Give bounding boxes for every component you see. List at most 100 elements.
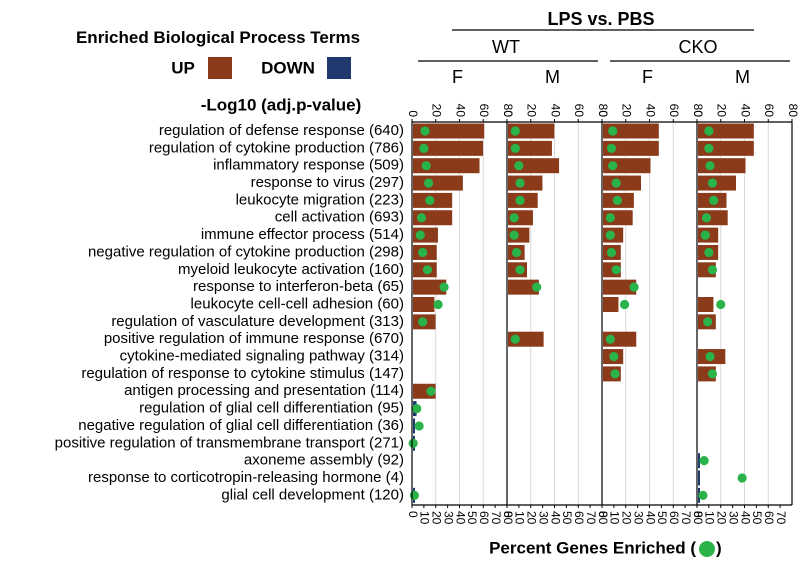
percent-dot bbox=[709, 195, 719, 205]
percent-dot bbox=[415, 230, 425, 240]
bottom-tick-label: 50 bbox=[655, 511, 669, 525]
sex-label: F bbox=[642, 67, 653, 87]
bottom-tick-label: 80 bbox=[501, 511, 515, 525]
bar-down bbox=[413, 418, 415, 434]
percent-dot bbox=[514, 161, 524, 171]
bottom-tick-label: 20 bbox=[620, 511, 634, 525]
bottom-tick-label: 10 bbox=[703, 511, 717, 525]
top-tick-label: 80 bbox=[691, 104, 705, 118]
group-label-wt: WT bbox=[492, 37, 520, 57]
percent-dot bbox=[608, 126, 618, 136]
bar-up bbox=[413, 297, 435, 312]
percent-dot bbox=[611, 178, 621, 188]
bottom-tick-label: 60 bbox=[477, 511, 491, 525]
top-tick-label: 20 bbox=[620, 104, 634, 118]
top-tick-label: 0 bbox=[596, 110, 610, 117]
top-tick-label: 40 bbox=[643, 104, 657, 118]
percent-dot bbox=[515, 265, 525, 275]
percent-dot bbox=[510, 126, 520, 136]
bottom-tick-label: 50 bbox=[750, 511, 764, 525]
category-label: myeloid leukocyte activation (160) bbox=[178, 261, 404, 278]
bar-up bbox=[603, 175, 641, 191]
bottom-tick-label: 20 bbox=[525, 511, 539, 525]
bottom-tick-label: 70 bbox=[489, 511, 503, 525]
percent-dot bbox=[707, 178, 718, 188]
legend-up-label: UP bbox=[171, 58, 195, 77]
bar-up bbox=[603, 297, 619, 312]
bottom-axis-title: Percent Genes Enriched ( bbox=[489, 538, 696, 557]
percent-dot bbox=[509, 230, 519, 240]
sex-label: M bbox=[545, 67, 560, 87]
top-tick-label: 40 bbox=[453, 104, 467, 118]
legend-up-swatch bbox=[208, 57, 232, 79]
category-label: inflammatory response (509) bbox=[213, 157, 404, 174]
category-label: axoneme assembly (92) bbox=[244, 452, 404, 469]
top-tick-label: 20 bbox=[430, 104, 444, 118]
bottom-axis-title-end: ) bbox=[716, 538, 722, 557]
bottom-tick-label: 40 bbox=[643, 511, 657, 525]
top-tick-label: 0 bbox=[406, 110, 420, 117]
top-tick-label: 40 bbox=[738, 104, 752, 118]
percent-dot bbox=[610, 369, 620, 379]
top-tick-label: 80 bbox=[501, 104, 515, 118]
percent-dot bbox=[511, 247, 522, 258]
top-tick-label: 0 bbox=[691, 110, 705, 117]
category-label: glial cell development (120) bbox=[221, 486, 404, 503]
percent-dot bbox=[408, 438, 418, 448]
percent-dot bbox=[606, 247, 617, 258]
category-label: regulation of cytokine production (786) bbox=[149, 139, 404, 156]
bottom-tick-label: 70 bbox=[774, 511, 788, 525]
top-tick-label: 20 bbox=[715, 104, 729, 118]
bar-up bbox=[413, 140, 484, 156]
bottom-tick-label: 50 bbox=[560, 511, 574, 525]
percent-dot bbox=[433, 299, 443, 310]
bottom-tick-label: 30 bbox=[441, 511, 455, 525]
category-label: antigen processing and presentation (114… bbox=[124, 382, 404, 399]
sex-label: F bbox=[452, 67, 463, 87]
bottom-tick-label: 40 bbox=[738, 511, 752, 525]
category-label: leukocyte migration (223) bbox=[236, 191, 404, 208]
percent-dot bbox=[707, 369, 718, 379]
top-tick-label: 60 bbox=[572, 104, 586, 118]
category-label: cytokine-mediated signaling pathway (314… bbox=[120, 348, 404, 365]
group-label-cko: CKO bbox=[678, 37, 717, 57]
bottom-tick-label: 80 bbox=[691, 511, 705, 525]
percent-dot bbox=[700, 230, 710, 240]
bar-up bbox=[698, 123, 754, 139]
bottom-axis-dot-icon bbox=[699, 541, 715, 557]
bottom-tick-label: 50 bbox=[465, 511, 479, 525]
percent-dot bbox=[424, 178, 434, 188]
percent-dot bbox=[707, 265, 718, 275]
percent-dot bbox=[611, 265, 621, 275]
legend-down-label: DOWN bbox=[261, 58, 315, 77]
category-label: leukocyte cell-cell adhesion (60) bbox=[191, 295, 404, 312]
bar-up bbox=[413, 158, 480, 174]
percent-dot bbox=[510, 143, 520, 153]
bottom-tick-label: 60 bbox=[572, 511, 586, 525]
percent-dot bbox=[515, 195, 525, 205]
percent-dot bbox=[698, 490, 708, 500]
percent-dot bbox=[510, 334, 520, 344]
bottom-tick-label: 60 bbox=[667, 511, 681, 525]
percent-dot bbox=[439, 282, 449, 292]
percent-dot bbox=[421, 161, 431, 171]
bar-down bbox=[698, 453, 700, 469]
bottom-tick-label: 0 bbox=[501, 511, 515, 518]
bottom-tick-label: 10 bbox=[418, 511, 432, 525]
category-label: response to corticotropin-releasing horm… bbox=[88, 469, 404, 486]
bar-down bbox=[698, 470, 700, 486]
percent-dot bbox=[409, 490, 419, 500]
percent-dot bbox=[606, 143, 617, 153]
top-tick-label: 60 bbox=[477, 104, 491, 118]
legend-title: Enriched Biological Process Terms bbox=[75, 28, 361, 47]
bottom-tick-label: 30 bbox=[726, 511, 740, 525]
bottom-tick-label: 20 bbox=[430, 511, 444, 525]
bar-up bbox=[603, 279, 637, 295]
percent-dot bbox=[418, 247, 428, 258]
legend-down-swatch bbox=[327, 57, 351, 79]
percent-dot bbox=[704, 143, 714, 153]
bottom-tick-label: 30 bbox=[631, 511, 645, 525]
bottom-tick-label: 0 bbox=[406, 511, 420, 518]
bottom-tick-label: 20 bbox=[715, 511, 729, 525]
